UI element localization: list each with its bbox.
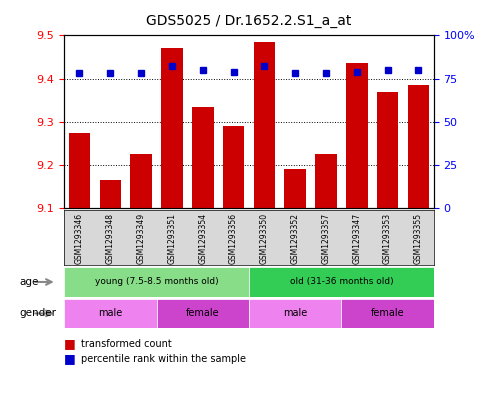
Text: GDS5025 / Dr.1652.2.S1_a_at: GDS5025 / Dr.1652.2.S1_a_at — [146, 13, 352, 28]
Text: GSM1293346: GSM1293346 — [75, 213, 84, 264]
Bar — [69, 133, 90, 208]
Bar — [130, 154, 152, 208]
Bar — [192, 107, 213, 208]
Bar — [100, 180, 121, 208]
Text: percentile rank within the sample: percentile rank within the sample — [81, 354, 246, 364]
Bar — [249, 299, 341, 328]
Text: GSM1293356: GSM1293356 — [229, 213, 238, 264]
Bar — [161, 48, 183, 208]
Bar — [64, 299, 157, 328]
Bar — [223, 126, 245, 208]
Text: GSM1293355: GSM1293355 — [414, 213, 423, 264]
Text: female: female — [371, 309, 404, 318]
Text: GSM1293357: GSM1293357 — [321, 213, 330, 264]
Bar — [315, 154, 337, 208]
Text: male: male — [98, 309, 122, 318]
Bar — [341, 299, 434, 328]
Text: young (7.5-8.5 months old): young (7.5-8.5 months old) — [95, 277, 218, 286]
Bar — [64, 267, 249, 297]
Text: GSM1293354: GSM1293354 — [198, 213, 207, 264]
Text: gender: gender — [20, 309, 57, 318]
Text: female: female — [186, 309, 219, 318]
Text: GSM1293348: GSM1293348 — [106, 213, 115, 264]
Bar — [408, 85, 429, 208]
Bar — [377, 92, 398, 208]
Text: GSM1293351: GSM1293351 — [168, 213, 176, 264]
Text: male: male — [283, 309, 307, 318]
Bar — [249, 267, 434, 297]
Text: GSM1293353: GSM1293353 — [383, 213, 392, 264]
Bar — [346, 64, 368, 208]
Text: GSM1293352: GSM1293352 — [291, 213, 300, 264]
Text: ■: ■ — [64, 337, 76, 351]
Bar — [157, 299, 249, 328]
Text: ■: ■ — [64, 352, 76, 365]
Text: GSM1293349: GSM1293349 — [137, 213, 145, 264]
Text: GSM1293350: GSM1293350 — [260, 213, 269, 264]
Bar — [253, 42, 275, 208]
Text: GSM1293347: GSM1293347 — [352, 213, 361, 264]
Text: transformed count: transformed count — [81, 339, 172, 349]
Text: old (31-36 months old): old (31-36 months old) — [289, 277, 393, 286]
Bar — [284, 169, 306, 208]
Text: age: age — [20, 277, 39, 287]
